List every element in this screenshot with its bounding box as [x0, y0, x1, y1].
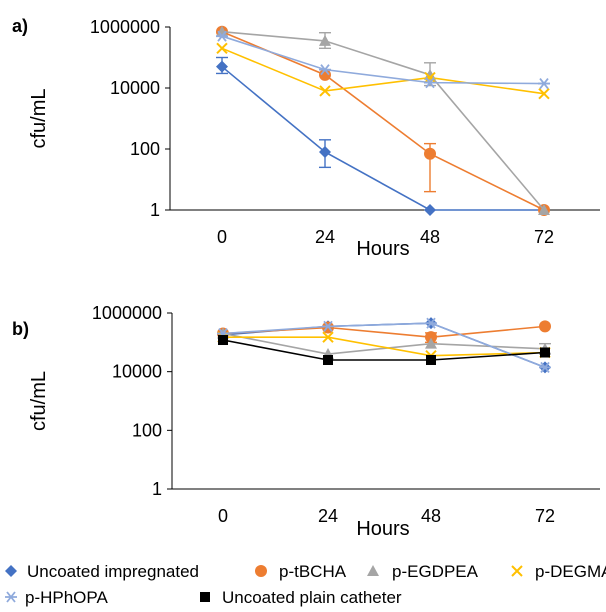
chart-b-data-point: [539, 320, 551, 333]
chart-b-series-line: [222, 325, 546, 338]
legend-marker: [255, 565, 267, 577]
chart-b-y-tick-label: 10000: [112, 362, 162, 382]
chart-b-series-p-tbcha: [217, 320, 551, 344]
chart-b-y-axis-label: cfu/mL: [28, 371, 50, 431]
chart-a-data-point: [538, 87, 550, 100]
chart-a-series-line: [221, 47, 545, 95]
chart-b-data-point: [426, 354, 436, 365]
chart-b-series-uncoated-impregnated: [217, 317, 551, 374]
legend-marker: [5, 591, 17, 603]
chart-a-data-point: [216, 42, 228, 55]
chart-b: 1 100 10000 1000000 0 24 48 72 Hours cfu/mL b): [12, 303, 600, 540]
chart-a-data-point: [216, 60, 228, 73]
chart-b-series-line: [222, 332, 546, 355]
chart-b-x-axis-label: Hours: [356, 518, 409, 540]
chart-a-y-tick-label: 1: [150, 200, 160, 220]
chart-a-x-axis-label: Hours: [356, 238, 409, 260]
chart-a-y-axis-label: cfu/mL: [28, 88, 50, 148]
legend-label: Uncoated impregnated: [27, 562, 199, 581]
chart-b-data-point: [322, 331, 334, 343]
chart-a-x-tick-label: 48: [420, 227, 440, 247]
chart-a-data-point: [538, 77, 550, 90]
chart-a-panel-label: a): [12, 16, 28, 36]
chart-a-data-point: [216, 25, 228, 37]
chart-b-data-point: [425, 317, 437, 329]
chart-a-x-tick-label: 24: [315, 227, 335, 247]
legend-marker: [511, 565, 523, 577]
chart-a-x-tick-label: 72: [534, 227, 554, 247]
chart-a-data-point: [216, 30, 228, 42]
chart-b-y-tick-label: 1000000: [92, 303, 162, 323]
chart-b-data-point: [323, 354, 333, 365]
chart-a-data-point: [424, 204, 436, 216]
legend-label: p-tBCHA: [279, 562, 347, 581]
legend-item-uncoated-impregnated: Uncoated impregnated: [5, 562, 199, 581]
chart-a-x-tick-label: 0: [217, 227, 227, 247]
chart-a-data-point: [424, 77, 436, 89]
chart-b-data-point: [539, 361, 551, 373]
chart-a-series-line: [221, 30, 545, 211]
chart-b-series-line: [222, 322, 546, 369]
chart-b-data-point: [425, 331, 437, 344]
legend-marker: [367, 565, 379, 576]
chart-a-series-line: [221, 35, 545, 85]
legend-item-p-tbcha: p-tBCHA: [255, 562, 347, 581]
chart-b-series-p-hphopa: [217, 317, 551, 373]
chart-a-series-p-degma: [216, 42, 550, 100]
legend-item-uncoated-plain-catheter: Uncoated plain catheter: [200, 588, 402, 607]
chart-a-series-p-tbcha: [216, 25, 550, 216]
chart-b-data-point: [218, 335, 228, 346]
legend-item-p-hphopa: p-HPhOPA: [5, 588, 108, 607]
chart-b-x-tick-label: 72: [535, 506, 555, 526]
legend-label: p-DEGMA: [535, 562, 606, 581]
legend: Uncoated impregnated p-tBCHA p-EGDPEA p-DEG…: [5, 562, 606, 607]
legend-marker: [5, 565, 17, 577]
legend-label: p-EGDPEA: [392, 562, 479, 581]
chart-b-x-tick-label: 24: [318, 506, 338, 526]
chart-a-series-p-egdpea: [216, 25, 550, 215]
chart-a: 1 100 10000 1000000 0 24 48 72 Hours cfu/mL a): [12, 16, 600, 260]
chart-a-data-point: [424, 68, 436, 80]
chart-a-data-point: [319, 145, 331, 158]
chart-a-data-point: [319, 34, 331, 46]
chart-b-x-tick-label: 0: [218, 506, 228, 526]
chart-b-series-uncoated-plain-catheter: [218, 335, 550, 365]
chart-b-x-tick-label: 48: [421, 506, 441, 526]
chart-a-data-point: [424, 71, 436, 84]
legend-label: Uncoated plain catheter: [222, 588, 402, 607]
chart-a-data-point: [424, 147, 436, 160]
legend-label: p-HPhOPA: [25, 588, 108, 607]
legend-item-p-degma: p-DEGMA: [511, 562, 606, 581]
legend-item-p-egdpea: p-EGDPEA: [367, 562, 479, 581]
chart-b-panel-label: b): [12, 319, 29, 339]
chart-b-y-tick-label: 100: [132, 420, 162, 440]
chart-a-y-tick-label: 100: [130, 139, 160, 159]
legend-marker: [200, 592, 210, 602]
chart-a-data-point: [319, 85, 331, 97]
chart-b-series-line: [222, 339, 546, 361]
chart-a-series-uncoated-impregnated: [216, 56, 550, 216]
chart-b-y-tick-label: 1: [152, 479, 162, 499]
chart-a-series-line: [221, 66, 544, 211]
chart-b-data-point: [425, 337, 437, 349]
chart-a-data-point: [319, 68, 331, 81]
chart-b-series-line: [223, 336, 546, 357]
chart-a-y-tick-label: 1000000: [90, 17, 160, 37]
chart-a-data-point: [319, 64, 331, 76]
chart-a-data-point: [538, 204, 550, 215]
chart-b-data-point: [540, 347, 550, 358]
chart-a-series-p-hphopa: [216, 30, 550, 90]
chart-a-y-tick-label: 10000: [110, 78, 160, 98]
chart-b-data-point: [322, 320, 334, 332]
